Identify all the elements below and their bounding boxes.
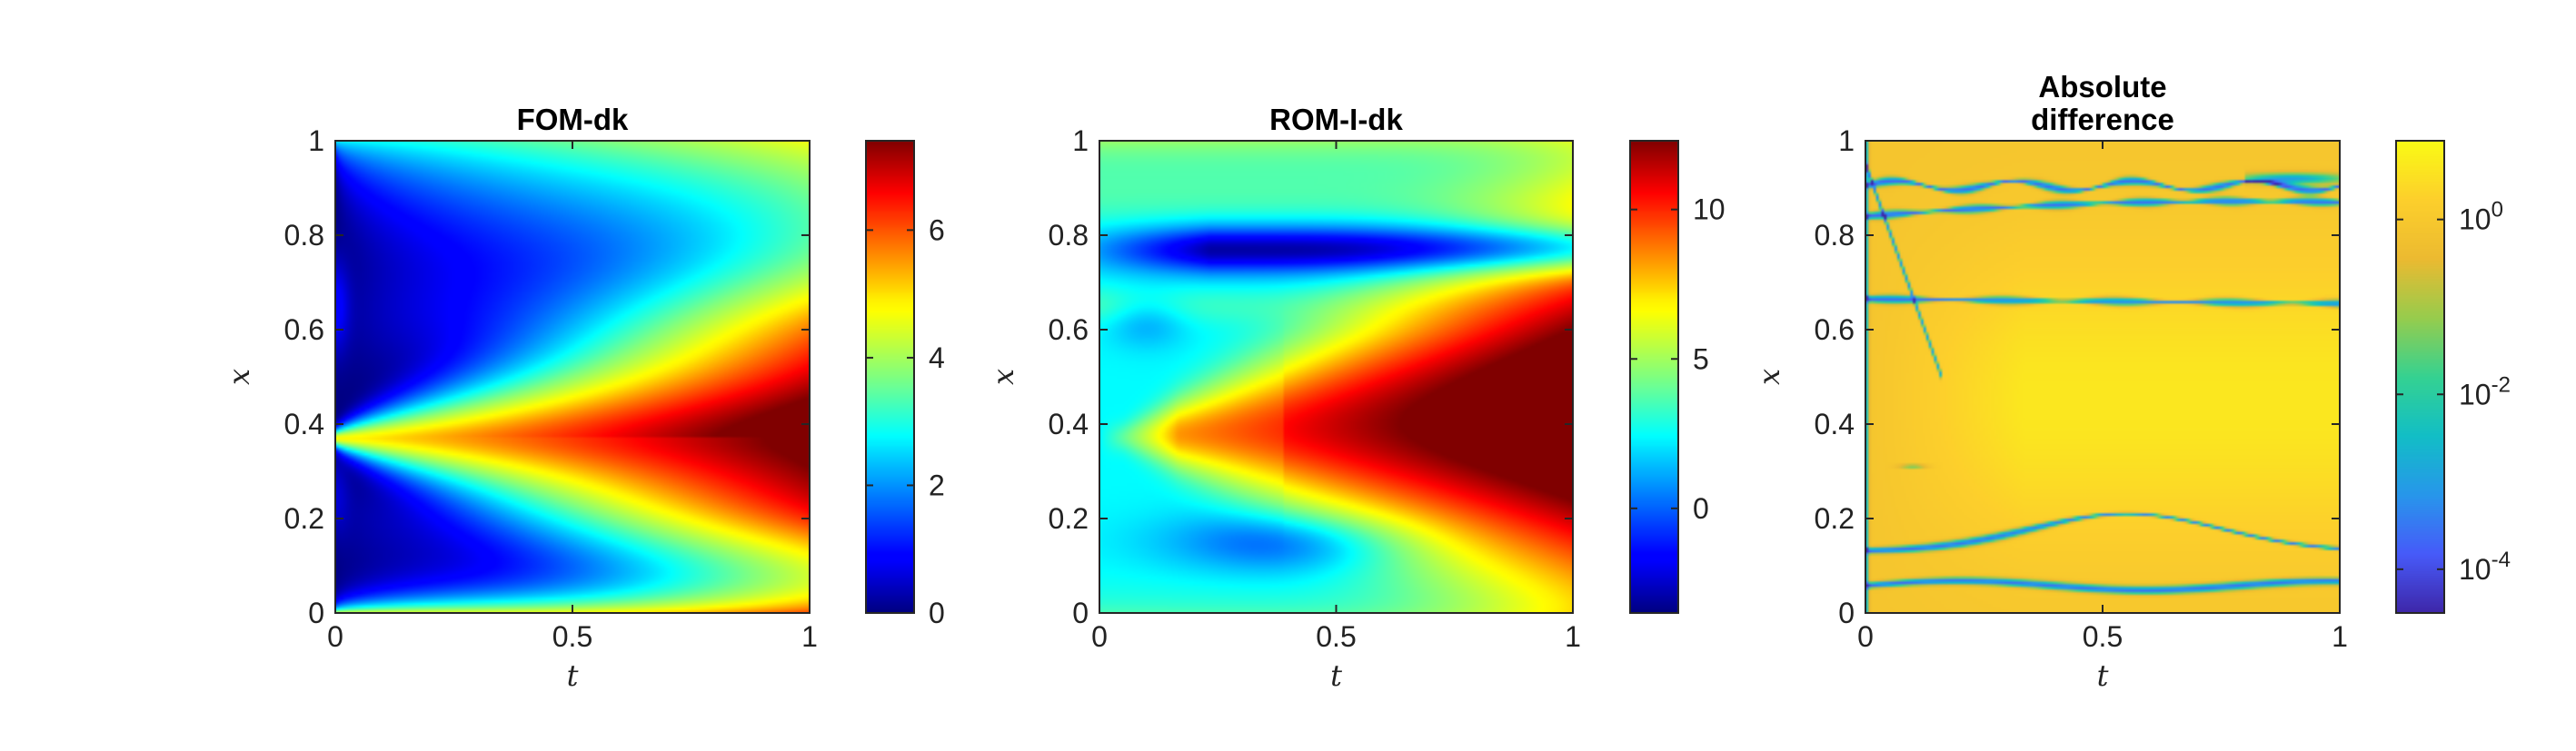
y-tick-label: 1 <box>308 124 324 157</box>
chart-title: FOM-dk <box>517 103 629 136</box>
y-axis-label: x <box>222 369 256 385</box>
y-tick-label: 0.2 <box>284 502 324 535</box>
y-tick-label: 0.4 <box>1815 408 1855 440</box>
x-tick-label: 0.5 <box>2083 620 2123 653</box>
colorbar-tick-label: 0 <box>1693 492 1709 525</box>
colorbar-tick-label: 6 <box>929 213 945 246</box>
colorbar-tick-label: 4 <box>929 341 945 374</box>
chart-title: difference <box>2031 103 2174 136</box>
chart-title: ROM-I-dk <box>1269 103 1403 136</box>
colorbar-tick-label: 10-4 <box>2459 548 2511 586</box>
x-axis-label: t <box>2097 658 2109 693</box>
y-tick-label: 0.6 <box>284 313 324 346</box>
y-tick-label: 0.2 <box>1049 502 1089 535</box>
heatmap-image <box>335 141 810 613</box>
colorbar: 100 10-2 10-4 <box>2395 140 2511 614</box>
panel-1: FOM-dk 0 0.5 1 0 0.2 0.4 0.6 0.8 1 t x 0 2 4 6 <box>222 103 945 693</box>
y-tick-label: 0.4 <box>284 408 324 440</box>
colorbar-tick-label: 100 <box>2459 198 2503 236</box>
y-tick-label: 0 <box>1838 597 1855 629</box>
y-tick-label: 0.6 <box>1815 313 1855 346</box>
y-tick-label: 0.2 <box>1815 502 1855 535</box>
colorbar-gradient <box>2396 141 2444 613</box>
y-tick-label: 1 <box>1838 124 1855 157</box>
colorbar-tick-label: 5 <box>1693 342 1709 375</box>
colorbar-frame <box>2395 140 2445 614</box>
y-tick-label: 0 <box>308 597 324 629</box>
y-axis-label: x <box>1752 369 1786 385</box>
colorbar: 0 5 10 <box>1629 140 1726 614</box>
y-tick-label: 1 <box>1072 124 1089 157</box>
x-tick-label: 1 <box>1565 620 1581 653</box>
x-tick-label: 1 <box>2332 620 2348 653</box>
colorbar-tick-label: 10-2 <box>2459 372 2511 410</box>
x-axis-label: t <box>567 658 579 693</box>
y-axis-label: x <box>986 369 1020 385</box>
x-tick-label: 0 <box>1091 620 1108 653</box>
colorbar: 0 2 4 6 <box>865 140 945 629</box>
y-tick-label: 0 <box>1072 597 1089 629</box>
colorbar-tick-label: 0 <box>929 597 945 629</box>
colorbar-frame <box>1629 140 1679 614</box>
colorbar-gradient <box>1630 141 1678 613</box>
colorbar-frame <box>865 140 915 614</box>
x-tick-label: 0 <box>327 620 343 653</box>
x-tick-label: 1 <box>801 620 818 653</box>
heatmap-image <box>1099 141 1573 613</box>
y-tick-label: 0.4 <box>1049 408 1089 440</box>
x-axis-label: t <box>1330 658 1342 693</box>
x-tick-label: 0.5 <box>552 620 592 653</box>
colorbar-tick-label: 2 <box>929 469 945 501</box>
y-tick-label: 0.8 <box>1815 219 1855 252</box>
y-tick-label: 0.6 <box>1049 313 1089 346</box>
y-tick-label: 0.8 <box>284 219 324 252</box>
colorbar-gradient <box>866 141 914 613</box>
chart-title: Absolute <box>2038 70 2166 104</box>
heatmap-image <box>1865 141 2340 613</box>
x-tick-label: 0 <box>1857 620 1874 653</box>
y-tick-label: 0.8 <box>1049 219 1089 252</box>
x-tick-label: 0.5 <box>1316 620 1356 653</box>
colorbar-tick-label: 10 <box>1693 193 1726 226</box>
